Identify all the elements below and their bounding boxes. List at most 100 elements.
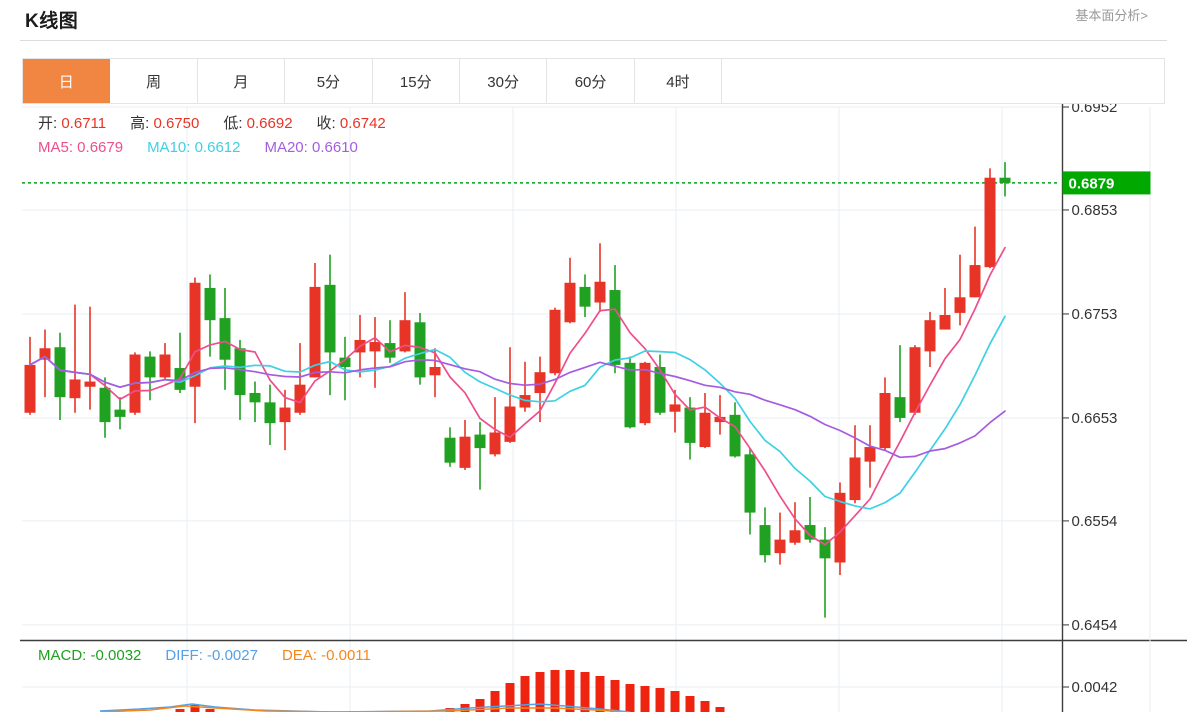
candle-body [549, 309, 561, 374]
candle-body [444, 437, 456, 463]
candle-body [504, 406, 516, 442]
macd-histogram-bar [520, 676, 530, 712]
ma-item-0: MA5: 0.6679 [38, 139, 124, 156]
candle-body [384, 343, 396, 358]
macd-legend: MACD: -0.0032 DIFF: -0.0027 DEA: -0.0011 [38, 647, 395, 664]
macd-item-0: MACD: -0.0032 [38, 647, 142, 664]
candle-body [234, 348, 246, 396]
ma10-line [29, 315, 1006, 510]
candle-body [429, 366, 441, 376]
macd-histogram-bar [550, 670, 560, 712]
macd-histogram-bar [700, 701, 710, 712]
tab-period-30分[interactable]: 30分 [460, 59, 548, 103]
macd-histogram-bar [670, 691, 680, 712]
ohlc-legend: 开: 0.6711 高: 0.6750 低: 0.6692 收: 0.6742 [38, 115, 410, 132]
tab-period-日[interactable]: 日 [23, 59, 111, 103]
candle-body [654, 366, 666, 413]
candle-body [669, 404, 681, 412]
candle-body [579, 286, 591, 307]
macd-item-2: DEA: -0.0011 [281, 647, 371, 664]
tab-period-4时[interactable]: 4时 [635, 59, 723, 103]
candle-body [309, 286, 321, 378]
candle-body [399, 320, 411, 352]
fundamental-analysis-link[interactable]: 基本面分析> [1075, 8, 1148, 23]
ohlc-item-1: 高: 0.6750 [130, 115, 200, 132]
price-tick-label: 0.6853 [1072, 202, 1118, 219]
candle-body [894, 397, 906, 418]
candle-body [159, 354, 171, 378]
candle-body [459, 436, 471, 468]
candle-body [534, 372, 546, 393]
candle-body [99, 387, 111, 423]
macd-histogram-bar [475, 699, 485, 712]
candle-body [729, 414, 741, 457]
macd-histogram-bar [580, 672, 590, 712]
candle-body [489, 432, 501, 455]
candle-body [789, 530, 801, 543]
ma-item-1: MA10: 0.6612 [147, 139, 241, 156]
candle-body [744, 454, 756, 513]
candle-body [924, 320, 936, 352]
ma20-line [29, 355, 1006, 459]
price-tick-label: 0.6554 [1072, 513, 1118, 530]
price-tick-label: 0.6753 [1072, 306, 1118, 323]
macd-histogram-bar [175, 709, 185, 712]
macd-histogram-bar [505, 683, 515, 712]
macd-histogram-bar [490, 691, 500, 712]
tab-period-周[interactable]: 周 [110, 59, 198, 103]
macd-histogram-bar [190, 705, 200, 712]
candle-body [339, 357, 351, 367]
candle-body [54, 347, 66, 398]
ma-item-2: MA20: 0.6610 [264, 139, 358, 156]
macd-histogram-bar [565, 670, 575, 712]
candle-body [969, 265, 981, 298]
candle-body [564, 282, 576, 323]
tab-period-月[interactable]: 月 [198, 59, 286, 103]
candle-body [189, 282, 201, 387]
candle-body [324, 284, 336, 353]
price-tick-label: 0.6454 [1072, 617, 1118, 634]
macd-tick-label: 0.0042 [1072, 679, 1118, 696]
ohlc-item-3: 收: 0.6742 [316, 115, 386, 132]
macd-histogram-bar [535, 672, 545, 712]
ma5-line [29, 246, 1006, 546]
candle-body [699, 412, 711, 448]
macd-histogram-bar [205, 709, 215, 712]
candle-body [204, 287, 216, 321]
macd-histogram-bar [655, 688, 665, 712]
tab-period-15分[interactable]: 15分 [373, 59, 460, 103]
ohlc-item-0: 开: 0.6711 [38, 115, 107, 132]
candle-body [864, 447, 876, 462]
candle-body [594, 281, 606, 303]
candle-body [414, 322, 426, 378]
dea-line [99, 705, 626, 712]
current-price-badge [1062, 171, 1151, 195]
candle-body [954, 297, 966, 313]
price-tick-label: 0.6653 [1072, 410, 1118, 427]
candle-body [144, 356, 156, 378]
candle-body [684, 407, 696, 443]
macd-histogram-bar [595, 676, 605, 712]
macd-histogram-bar [685, 696, 695, 712]
candle-body [519, 395, 531, 408]
candle-body [114, 409, 126, 417]
candle-body [909, 347, 921, 413]
ma-legend: MA5: 0.6679 MA10: 0.6612 MA20: 0.6610 [38, 139, 382, 156]
candle-body [84, 381, 96, 387]
page-title: K线图 [25, 11, 79, 32]
candle-body [774, 539, 786, 554]
candle-body [369, 342, 381, 352]
tab-period-60分[interactable]: 60分 [547, 59, 635, 103]
tab-period-5分[interactable]: 5分 [285, 59, 373, 103]
candle-body [714, 416, 726, 423]
current-price-badge-label: 0.6879 [1069, 175, 1115, 192]
candle-body [639, 362, 651, 424]
candle-body [264, 402, 276, 424]
candle-body [39, 348, 51, 360]
candle-body [294, 384, 306, 413]
macd-histogram-bar [625, 684, 635, 712]
candle-body [879, 392, 891, 449]
candle-body [849, 457, 861, 501]
